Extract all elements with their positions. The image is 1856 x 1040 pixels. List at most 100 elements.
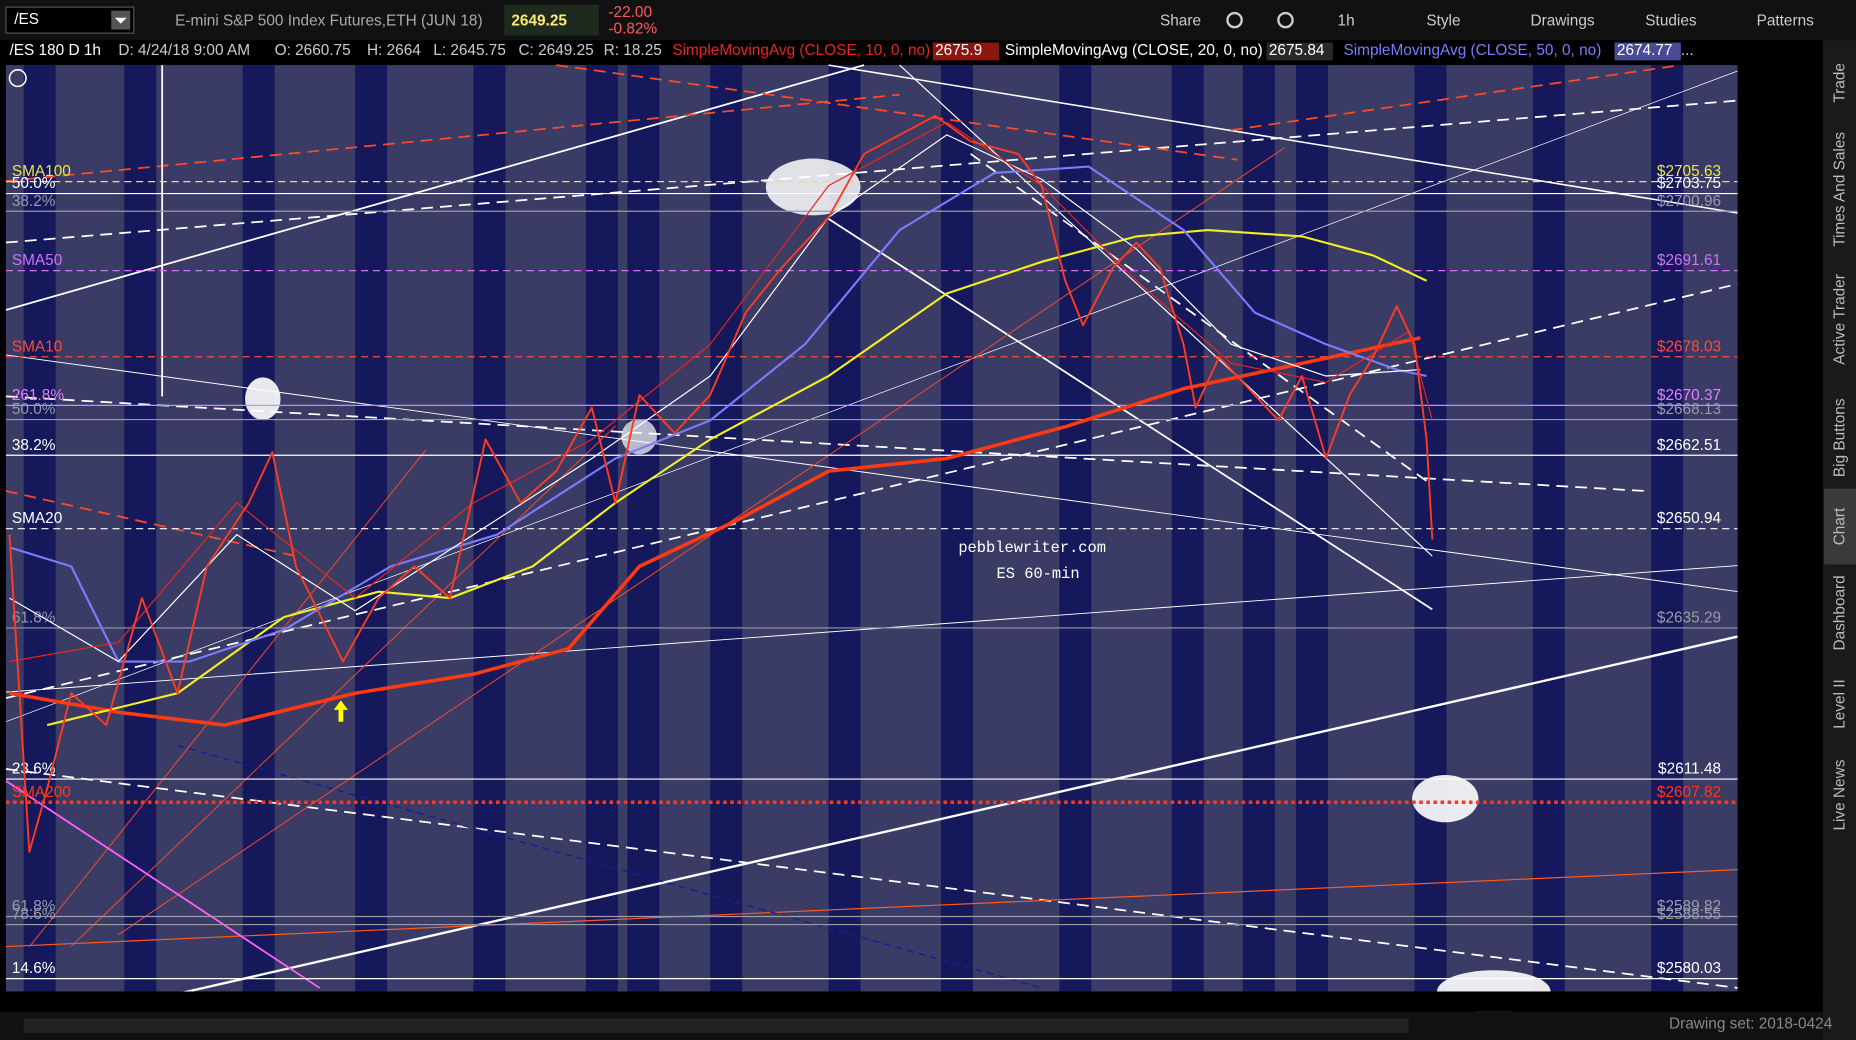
level-left-label: 78.6% xyxy=(12,906,56,923)
description: E-mini S&P 500 Index Futures,ETH (JUN 18… xyxy=(175,12,482,29)
price-axis xyxy=(1737,40,1823,992)
side-tab[interactable]: Chart xyxy=(1832,507,1849,545)
study-name: SimpleMovingAvg (CLOSE, 50, 0, no) xyxy=(1343,42,1601,59)
level-left-label: 38.2% xyxy=(12,437,56,454)
toolbar-button-label[interactable]: Drawings xyxy=(1530,12,1594,29)
study-value-box xyxy=(1614,42,1681,61)
level-left-label: SMA10 xyxy=(12,338,62,355)
trendline xyxy=(5,869,1738,948)
level-label: $2589.82 xyxy=(1657,898,1721,915)
level-label: $2662.51 xyxy=(1657,437,1721,454)
arrow xyxy=(333,700,348,722)
trendline xyxy=(177,744,1042,989)
level-label: $2588.55 xyxy=(1657,906,1721,923)
dropdown-arrow xyxy=(114,17,127,24)
trendline xyxy=(5,64,865,311)
side-tab[interactable]: Live News xyxy=(1832,759,1849,830)
watermark: pebblewriter.com xyxy=(958,539,1106,557)
scrollbar[interactable] xyxy=(23,1018,1409,1033)
toolbar-icon[interactable] xyxy=(1277,11,1294,29)
level-left-label: SMA200 xyxy=(12,784,71,801)
toolbar-button-label[interactable]: Style xyxy=(1426,12,1460,29)
header-field: R: 18.25 xyxy=(604,42,662,59)
watermark: ES 60-min xyxy=(997,565,1080,583)
toolbar-button-label[interactable]: Patterns xyxy=(1757,12,1815,29)
toolbar-button-label[interactable]: 1h xyxy=(1338,12,1355,29)
side-tab[interactable]: Trade xyxy=(1832,63,1849,103)
side-tab[interactable]: Active Trader xyxy=(1832,274,1849,365)
last-price: 2649.25 xyxy=(511,12,567,29)
side-tab[interactable]: Times And Sales xyxy=(1832,132,1849,247)
side-tab[interactable]: Big Buttons xyxy=(1832,398,1849,477)
study-value-box xyxy=(1266,42,1333,61)
trendline xyxy=(5,395,1646,492)
session-band xyxy=(355,65,388,992)
series-line xyxy=(9,165,1427,663)
series-line xyxy=(8,114,1434,853)
header-field: H: 2664 xyxy=(367,42,421,59)
toolbar-button[interactable] xyxy=(1119,4,1227,36)
header xyxy=(0,40,1823,63)
symbol[interactable]: /ES xyxy=(14,11,39,28)
level-left-label: 50.0% xyxy=(12,401,56,418)
level-label: $2700.96 xyxy=(1657,193,1721,210)
level-label: $2650.94 xyxy=(1657,510,1722,527)
header-field: L: 2645.75 xyxy=(433,42,506,59)
trendline xyxy=(5,780,321,989)
trendline xyxy=(5,283,1738,699)
series-line xyxy=(9,336,1421,727)
trendline xyxy=(5,93,900,182)
level-label: $2580.03 xyxy=(1657,960,1721,977)
study-name: SimpleMovingAvg (CLOSE, 10, 0, no) xyxy=(672,42,930,59)
level-left-label: SMA100 xyxy=(12,163,71,180)
trendline xyxy=(177,635,1738,996)
level-left-label: 38.2% xyxy=(12,193,56,210)
study-name: SimpleMovingAvg (CLOSE, 20, 0, no) xyxy=(1005,42,1263,59)
header-field: O: 2660.75 xyxy=(275,42,351,59)
level-label: $2678.03 xyxy=(1657,338,1721,355)
study-value: 2675.9 xyxy=(935,42,982,59)
level-left-label: 261.8% xyxy=(12,387,64,404)
level-label: $2670.37 xyxy=(1657,387,1721,404)
trendline xyxy=(828,64,1738,214)
toolbar-button[interactable] xyxy=(1386,4,1493,36)
trendline xyxy=(5,490,297,557)
level-left-label: 61.8% xyxy=(12,898,56,915)
study-value: 2675.84 xyxy=(1269,42,1325,59)
side-tab[interactable]: Dashboard xyxy=(1832,575,1849,650)
series-line xyxy=(46,228,1428,727)
header-more[interactable]: ... xyxy=(1681,42,1694,59)
study-value-box xyxy=(932,42,1000,61)
trendline xyxy=(5,768,1738,989)
session-band xyxy=(1242,65,1275,992)
toolbar-button[interactable] xyxy=(1297,4,1350,36)
level-label: $2611.48 xyxy=(1658,761,1721,778)
series-line xyxy=(9,121,1433,663)
level-label: $2635.29 xyxy=(1657,610,1721,627)
trendline xyxy=(556,64,1238,161)
level-label: $2691.61 xyxy=(1657,252,1721,269)
toolbar-button[interactable] xyxy=(1490,4,1597,36)
level-label: $2607.82 xyxy=(1657,784,1721,801)
highlight xyxy=(1412,774,1479,823)
toolbar-button-label[interactable]: Share xyxy=(1160,12,1201,29)
session-band xyxy=(828,65,861,992)
toolbar-button[interactable] xyxy=(1716,4,1823,36)
toolbar-buttons: Share 1h Style Drawings Studies Patterns xyxy=(1119,4,1823,36)
header-field: C: 2649.25 xyxy=(518,42,593,59)
level-left-label: 14.6% xyxy=(12,960,56,977)
level-label: $2668.13 xyxy=(1657,401,1721,418)
side-tab[interactable]: Level II xyxy=(1832,679,1849,729)
active-tab xyxy=(1824,488,1856,565)
trendline xyxy=(828,218,1433,611)
level-left-label: 23.6% xyxy=(12,761,56,778)
session-band xyxy=(627,65,660,992)
toolbar-button[interactable] xyxy=(1605,4,1712,36)
header-field: /ES 180 D 1h xyxy=(9,42,100,59)
toolbar-icon[interactable] xyxy=(1226,11,1243,29)
toolbar-button-label[interactable]: Studies xyxy=(1645,12,1697,29)
session-band xyxy=(473,65,506,992)
